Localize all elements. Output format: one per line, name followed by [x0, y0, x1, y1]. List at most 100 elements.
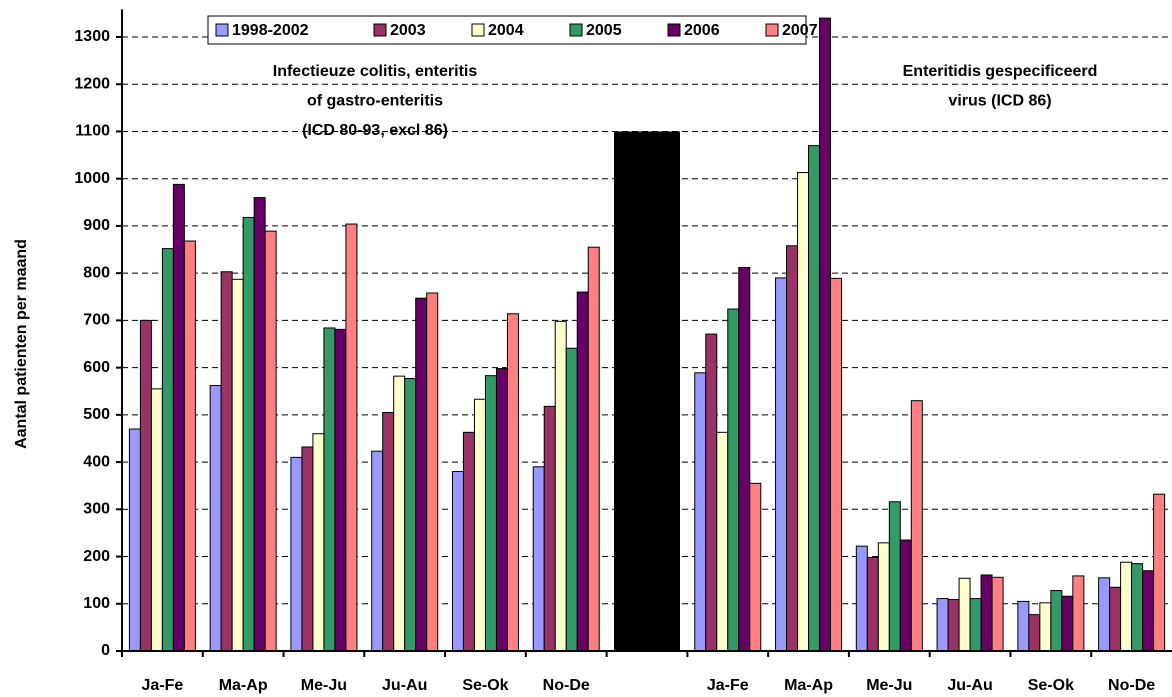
x-tick-label: Me-Ju	[301, 677, 347, 694]
legend-box	[207, 15, 807, 45]
bar	[532, 466, 545, 652]
annotation: Infectieuze colitis, enteritis	[273, 63, 478, 80]
bar	[958, 577, 971, 652]
bar	[334, 328, 347, 652]
y-tick-label: 700	[83, 312, 110, 329]
bar	[936, 598, 949, 652]
x-tick-label: Ja-Fe	[707, 677, 749, 694]
bar	[877, 542, 890, 652]
divider-bar	[614, 131, 680, 652]
bar	[1142, 570, 1155, 652]
legend-swatch	[569, 23, 583, 37]
bar	[543, 405, 556, 652]
y-tick-label: 1100	[75, 123, 110, 140]
bar	[371, 450, 384, 652]
bar	[830, 277, 843, 652]
bar	[382, 411, 395, 652]
bar	[1061, 595, 1074, 652]
legend-label: 2006	[684, 22, 720, 39]
y-tick-label: 400	[83, 453, 110, 470]
bar	[1109, 586, 1122, 652]
x-tick-label: Me-Ju	[866, 677, 912, 694]
y-tick-label: 1000	[74, 170, 110, 187]
y-tick-label: 100	[83, 595, 110, 612]
bar	[554, 320, 567, 652]
bar	[506, 313, 519, 652]
bar	[991, 576, 1004, 652]
x-tick-label: No-De	[1108, 677, 1155, 694]
bar	[910, 400, 923, 652]
bar	[451, 471, 464, 652]
x-tick-label: Ma-Ap	[784, 677, 833, 694]
bar	[705, 333, 718, 652]
legend-label: 2007	[782, 22, 818, 39]
annotation: Enteritidis gespecificeerd	[903, 63, 1098, 80]
x-tick-label: Se-Ok	[1028, 677, 1074, 694]
annotation: (ICD 80-93, excl 86)	[302, 122, 448, 139]
legend-swatch	[765, 23, 779, 37]
bar	[301, 446, 314, 652]
bar	[587, 246, 600, 652]
bar	[462, 431, 475, 652]
legend-label: 2005	[586, 22, 622, 39]
bar	[495, 368, 508, 652]
bar	[209, 385, 222, 652]
legend-swatch	[667, 23, 681, 37]
y-tick-label: 600	[83, 359, 110, 376]
y-tick-label: 200	[83, 548, 110, 565]
bar	[242, 216, 255, 652]
bar	[797, 172, 810, 652]
bar	[231, 278, 244, 652]
bar	[694, 372, 707, 652]
bar	[899, 539, 912, 652]
bar	[1131, 563, 1144, 652]
bar	[150, 388, 163, 652]
bar	[980, 574, 993, 652]
x-tick-label: Ja-Fe	[141, 677, 183, 694]
y-tick-label: 300	[83, 501, 110, 518]
annotation: of gastro-enteritis	[307, 93, 443, 110]
bar	[716, 431, 729, 652]
bar	[1039, 602, 1052, 652]
x-tick-label: Ma-Ap	[219, 677, 268, 694]
bar	[161, 248, 174, 652]
bar	[749, 482, 762, 652]
bar	[393, 375, 406, 652]
x-tick-label: No-De	[543, 677, 590, 694]
legend-swatch	[215, 23, 229, 37]
bar	[345, 223, 358, 652]
bar	[1017, 600, 1030, 652]
bar	[576, 291, 589, 652]
bar	[888, 501, 901, 652]
bar	[426, 292, 439, 652]
y-tick-label: 1200	[74, 75, 110, 92]
bar	[1028, 614, 1041, 652]
bar	[947, 599, 960, 652]
bar	[855, 545, 868, 652]
bar	[404, 377, 417, 652]
bar	[290, 456, 303, 652]
bar	[473, 398, 486, 652]
bar	[139, 319, 152, 652]
bar	[808, 145, 821, 652]
legend-label: 1998-2002	[232, 22, 309, 39]
bar	[969, 598, 982, 652]
bar	[565, 347, 578, 652]
bar	[1050, 590, 1063, 652]
bar	[775, 277, 788, 652]
y-tick-label: 900	[83, 217, 110, 234]
bar	[1098, 577, 1111, 652]
y-tick-label: 800	[83, 264, 110, 281]
bar	[1120, 561, 1133, 652]
bar	[484, 375, 497, 652]
y-axis-label: Aantal patienten per maand	[13, 239, 30, 449]
bar	[819, 17, 832, 652]
bar	[1072, 575, 1085, 652]
bar	[253, 197, 266, 652]
bar	[220, 271, 233, 652]
bar	[264, 230, 277, 652]
y-tick-label: 0	[101, 642, 110, 659]
y-tick-label: 1300	[74, 28, 110, 45]
x-tick-label: Ju-Au	[947, 677, 992, 694]
